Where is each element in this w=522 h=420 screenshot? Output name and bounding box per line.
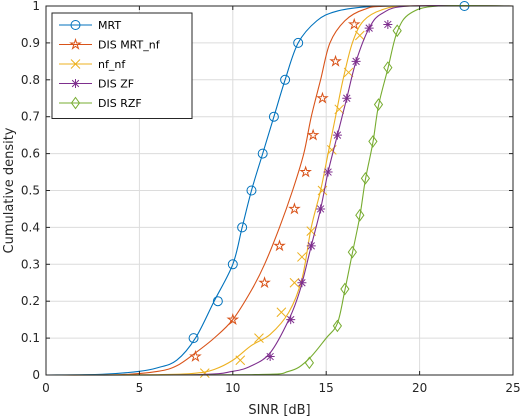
data-point [276,307,287,318]
y-tick-label: 0.8 [21,73,40,87]
data-point [332,319,343,333]
data-point [329,54,342,67]
data-point [304,356,315,370]
y-axis-label: Cumulative density [2,127,17,253]
data-point [273,239,286,252]
data-point [316,204,326,214]
data-point [392,24,402,38]
series-mrt [45,1,514,376]
data-point [227,259,238,270]
x-tick-label: 25 [505,381,520,395]
data-point [237,222,248,233]
x-tick-label: 10 [225,381,240,395]
data-point [323,167,333,177]
legend-item: DIS MRT_nf [59,37,161,52]
series-line [45,5,514,376]
legend-item: DIS RZF [59,96,142,110]
legend-label: DIS RZF [98,97,142,110]
y-tick-label: 0.3 [21,257,40,271]
y-tick-label: 0.9 [21,36,40,50]
y-tick-label: 0.1 [21,331,40,345]
data-point [226,313,240,326]
data-point [265,352,275,362]
data-point [355,208,365,222]
data-point [254,333,264,343]
data-point [347,17,361,30]
data-point [212,296,223,307]
series-line [45,4,514,376]
legend-marker [70,59,81,69]
x-tick-label: 0 [42,381,50,395]
legend-box [51,12,193,119]
data-point [288,202,301,215]
data-point [268,111,279,122]
data-point [316,91,329,104]
legend-item: MRT [59,19,121,32]
series-dis-mrt-nf [45,5,514,376]
data-point [235,355,246,366]
data-point [383,61,393,74]
x-tick-label: 20 [412,381,427,395]
data-point [347,245,357,259]
data-point [293,37,304,48]
data-point [246,185,257,196]
data-point [280,74,291,85]
data-point [340,282,350,296]
ticks: 0 5 10 15 20 25 0 0.1 0.2 0.3 0.4 0.5 0.6 0.7 0.8 0.9 1 [21,0,521,395]
series-line [45,5,514,376]
legend: MRT DIS MRT_nf nf_nf DIS ZF DIS RZF [51,12,193,119]
legend-item: nf_nf [59,58,126,71]
data-point [342,93,352,103]
data-point [297,252,307,262]
y-tick-label: 0.6 [21,147,40,161]
data-point [354,30,365,41]
series-line [45,5,514,376]
legend-label: DIS ZF [98,78,134,91]
legend-marker [71,79,80,88]
data-point [286,315,296,325]
data-point [383,19,393,29]
data-point [188,333,199,344]
y-tick-label: 1 [32,0,40,13]
legend-marker [69,37,82,50]
data-point [332,130,342,140]
y-tick-label: 0.4 [21,220,40,234]
data-point [199,368,210,379]
legend-label: DIS MRT_nf [98,39,161,52]
series-dis-rzf [45,4,514,376]
data-point [299,165,312,178]
data-point [258,276,271,289]
data-point [289,277,300,288]
y-tick-label: 0.5 [21,184,40,198]
y-tick-label: 0.2 [21,294,40,308]
data-point [373,98,384,111]
data-point [334,104,345,115]
data-point [306,241,316,251]
data-point [306,128,320,141]
legend-marker [70,96,81,110]
series-nf-nf [45,5,514,379]
data-point [360,171,371,185]
y-tick-label: 0.7 [21,110,40,124]
legend-marker [70,20,81,30]
data-point [189,349,202,362]
legend-label: nf_nf [98,58,126,71]
data-point [257,148,268,159]
y-tick-label: 0 [32,368,40,382]
data-point [343,67,354,78]
data-point [364,23,374,33]
series-dis-zf [45,4,514,376]
x-axis-label: SINR [dB] [248,403,310,418]
legend-label: MRT [98,19,121,32]
data-point [351,56,361,66]
series-layer [45,1,514,379]
data-point [297,278,307,288]
legend-item: DIS ZF [59,78,134,91]
data-point [368,135,378,148]
x-tick-label: 5 [136,381,144,395]
x-tick-label: 15 [319,381,334,395]
